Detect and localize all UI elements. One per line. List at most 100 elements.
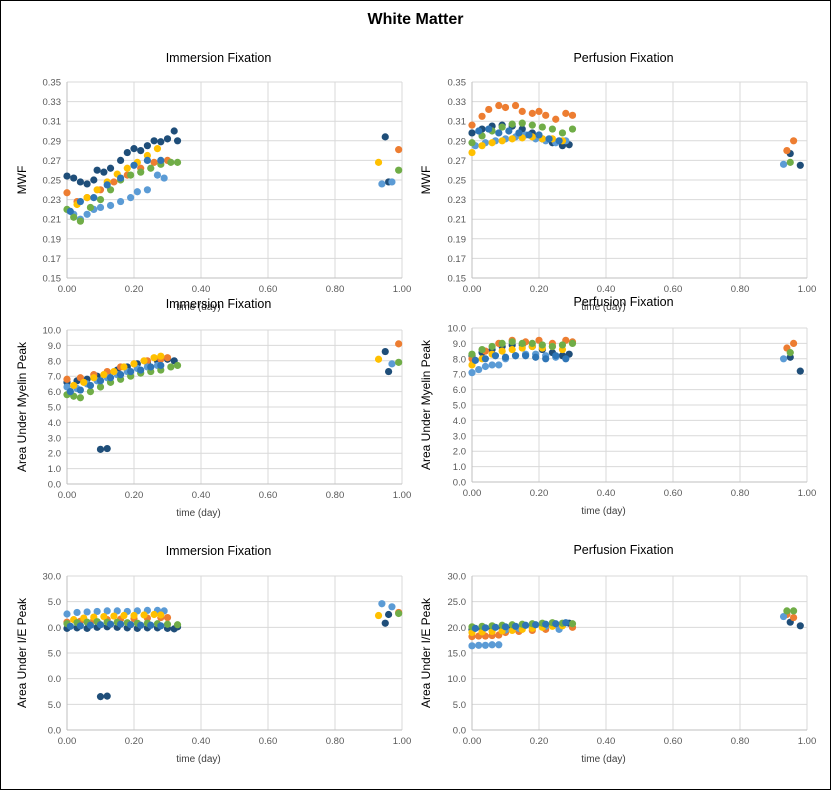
data-point xyxy=(522,621,530,629)
data-point xyxy=(388,360,396,368)
x-tick-label: 0.00 xyxy=(58,284,77,295)
y-tick-label: 5.0 xyxy=(48,649,61,660)
data-point xyxy=(96,445,105,453)
data-point xyxy=(385,367,393,376)
data-point xyxy=(173,361,182,370)
data-point xyxy=(173,621,182,629)
chart-myelin-immersion: 0.0 1.0 2.0 3.0 4.0 5.0 6.0 7.0 8.0 9.0 10.0 0.00 0.… xyxy=(15,297,412,519)
data-point xyxy=(518,119,526,127)
data-point xyxy=(395,609,403,618)
data-point xyxy=(478,112,486,120)
x-tick-label: 0.40 xyxy=(597,284,616,295)
data-point xyxy=(562,619,570,627)
data-point xyxy=(796,622,804,630)
data-point xyxy=(468,642,476,650)
y-tick-label: 5.0 xyxy=(453,401,466,412)
data-point xyxy=(485,105,493,114)
y-tick-label: 0.23 xyxy=(448,195,467,206)
data-point xyxy=(783,147,791,155)
data-point xyxy=(471,356,479,364)
data-point xyxy=(475,641,483,649)
data-point xyxy=(478,142,486,150)
data-point xyxy=(127,171,135,179)
y-tick-label: 10.0 xyxy=(448,324,467,335)
data-point xyxy=(562,109,570,117)
x-tick-label: 0.00 xyxy=(58,490,77,501)
y-tick-label: 0.0 xyxy=(48,726,61,737)
data-point xyxy=(93,607,101,616)
data-point xyxy=(110,178,118,186)
data-point xyxy=(96,383,105,391)
y-tick-label: 0.17 xyxy=(43,254,62,265)
y-axis-label: MWF xyxy=(15,166,29,195)
data-point xyxy=(63,172,71,180)
data-point xyxy=(475,365,483,374)
data-point xyxy=(86,388,95,396)
data-point xyxy=(167,363,175,371)
data-point xyxy=(63,375,71,383)
data-point xyxy=(86,203,95,212)
data-point xyxy=(498,339,506,347)
data-point xyxy=(150,137,158,145)
data-point xyxy=(388,603,396,611)
data-point xyxy=(378,180,386,188)
data-point xyxy=(76,197,84,206)
x-tick-label: 0.80 xyxy=(326,284,345,295)
x-tick-label: 0.40 xyxy=(192,284,211,295)
y-tick-label: 0.21 xyxy=(448,215,467,226)
data-point xyxy=(528,121,536,129)
data-point xyxy=(511,352,520,360)
data-point xyxy=(468,350,476,358)
data-point xyxy=(150,610,158,619)
data-point xyxy=(475,127,483,135)
x-tick-label: 0.60 xyxy=(664,488,683,499)
y-tick-label: 0.31 xyxy=(448,117,467,128)
data-point xyxy=(491,352,500,360)
y-tick-label: 9.0 xyxy=(453,339,466,350)
data-point xyxy=(385,610,393,619)
y-tick-label: 6.0 xyxy=(48,387,61,398)
data-point xyxy=(481,641,489,649)
y-tick-label: 0.0 xyxy=(453,726,466,737)
data-point xyxy=(790,613,798,622)
data-point xyxy=(173,158,182,166)
data-point xyxy=(478,345,486,354)
data-point xyxy=(381,619,389,627)
data-point xyxy=(786,158,794,166)
y-axis-label: Area Under Myelin Peak xyxy=(15,341,29,472)
data-point xyxy=(83,608,91,616)
data-point xyxy=(76,622,84,630)
data-point xyxy=(163,135,172,143)
data-point xyxy=(555,137,563,145)
data-point xyxy=(488,361,496,369)
data-point xyxy=(558,129,567,137)
x-tick-label: 0.20 xyxy=(125,490,144,501)
x-axis-label: time (day) xyxy=(176,754,220,765)
x-tick-label: 0.80 xyxy=(731,488,750,499)
x-tick-label: 0.20 xyxy=(125,284,144,295)
data-point xyxy=(140,611,148,619)
x-tick-label: 1.00 xyxy=(393,490,412,501)
data-point xyxy=(83,194,91,202)
data-point xyxy=(106,164,115,172)
data-point xyxy=(130,161,138,169)
data-point xyxy=(548,125,556,133)
x-tick-label: 0.20 xyxy=(530,736,549,747)
panel-title: Perfusion Fixation xyxy=(573,295,673,309)
data-point xyxy=(374,355,383,363)
data-point xyxy=(70,213,78,221)
data-point xyxy=(106,620,115,628)
data-point xyxy=(481,355,489,363)
panel-title: Immersion Fixation xyxy=(166,544,272,558)
x-tick-label: 0.40 xyxy=(192,736,211,747)
data-point xyxy=(170,127,178,135)
data-point xyxy=(779,355,788,363)
y-tick-label: 0.15 xyxy=(448,274,467,285)
y-tick-label: 10.0 xyxy=(43,326,62,337)
data-point xyxy=(495,101,503,110)
data-point xyxy=(779,160,788,168)
data-point xyxy=(80,378,88,386)
data-point xyxy=(167,158,175,166)
data-point xyxy=(790,137,798,145)
y-tick-label: 2.0 xyxy=(453,447,466,458)
